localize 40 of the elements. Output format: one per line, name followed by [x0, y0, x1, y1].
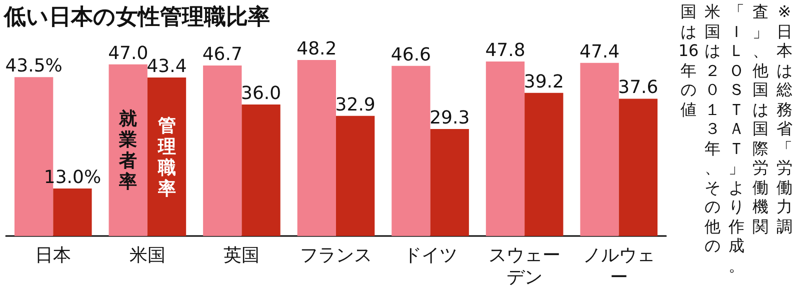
text: 米国は２０１３年、その他の — [704, 2, 720, 255]
data-label: 47.4 — [579, 41, 620, 62]
bar — [486, 61, 525, 236]
data-label: 48.2 — [296, 38, 337, 60]
x-tick-label: 日本 — [35, 245, 72, 265]
text: 「ＩＬＯＳＴＡＴ」より作成。 — [728, 2, 744, 274]
bar — [297, 60, 336, 236]
data-label: 37.6 — [618, 77, 658, 98]
x-tick-label: 米国 — [129, 245, 166, 265]
data-label: 29.3 — [430, 108, 470, 129]
x-tick-label: ドイツ — [403, 245, 458, 265]
bar — [618, 98, 658, 236]
series-label: 就業者率 — [118, 108, 138, 192]
data-label: 43.5% — [5, 56, 62, 77]
data-label: 47.0 — [108, 42, 148, 64]
bar — [53, 188, 92, 236]
bar — [430, 129, 469, 236]
data-label: 32.9 — [335, 94, 376, 116]
data-label: 36.0 — [241, 83, 282, 104]
x-tick-label: フランス — [300, 245, 372, 265]
bar — [203, 65, 242, 236]
text: ※日本は総務省「労働力調 — [776, 2, 792, 236]
data-label: 39.2 — [524, 71, 564, 92]
x-tick-label: 英国 — [224, 245, 260, 265]
chart-title: 低い日本の女性管理職比率 — [4, 4, 270, 32]
text: 国は16年の値 — [678, 2, 699, 120]
x-tick-label: ノルウェー — [582, 245, 655, 287]
bar — [580, 62, 619, 236]
bar — [242, 104, 280, 236]
data-label: 46.7 — [202, 44, 242, 65]
data-label: 46.6 — [390, 44, 431, 66]
data-label: 47.8 — [485, 40, 526, 61]
bar — [392, 66, 430, 236]
x-tick-label: スウェーデン — [488, 245, 561, 287]
bar — [336, 116, 375, 236]
series-label: 管理職率 — [156, 115, 176, 198]
data-label: 43.4 — [146, 56, 187, 78]
data-label: 13.0% — [44, 167, 102, 188]
text: 査」、他国は国際労働機関 — [752, 2, 768, 236]
bar — [524, 92, 564, 236]
